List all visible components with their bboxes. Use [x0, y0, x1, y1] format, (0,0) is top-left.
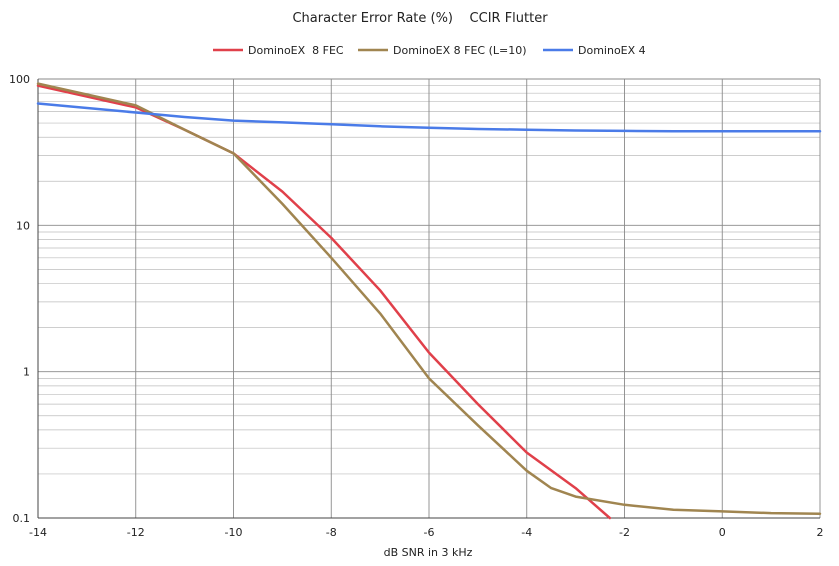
x-tick-label: -14 [29, 526, 47, 539]
y-tick-label: 1 [23, 366, 30, 379]
series-line-3 [36, 102, 822, 133]
tick-labels: -14 -12 -10 -8 -6 -4 -2 0 2 100 10 1 0.1 [9, 73, 824, 539]
y-tick-label: 0.1 [13, 512, 31, 525]
chart-title: Character Error Rate (%) CCIR Flutter [292, 11, 548, 26]
x-tick-label: -2 [619, 526, 630, 539]
x-tick-label: -8 [326, 526, 337, 539]
x-tick-label: -6 [424, 526, 435, 539]
x-tick-label: -12 [127, 526, 145, 539]
x-tick-label: -10 [225, 526, 243, 539]
series-group [36, 82, 822, 520]
legend-label-series-1: DominoEX 8 FEC [248, 44, 344, 57]
series-line-2 [36, 82, 822, 515]
x-tick-label: 2 [817, 526, 824, 539]
x-axis-label: dB SNR in 3 kHz [384, 546, 473, 559]
x-tick-label: -4 [521, 526, 532, 539]
y-tick-label: 10 [16, 219, 30, 232]
legend-label-series-2: DominoEX 8 FEC (L=10) [393, 44, 527, 57]
grid [37, 78, 821, 519]
x-tick-label: 0 [719, 526, 726, 539]
legend: DominoEX 8 FEC DominoEX 8 FEC (L=10) Dom… [213, 44, 646, 57]
axes [37, 79, 820, 519]
legend-label-series-3: DominoEX 4 [578, 44, 646, 57]
y-tick-label: 100 [9, 73, 30, 86]
